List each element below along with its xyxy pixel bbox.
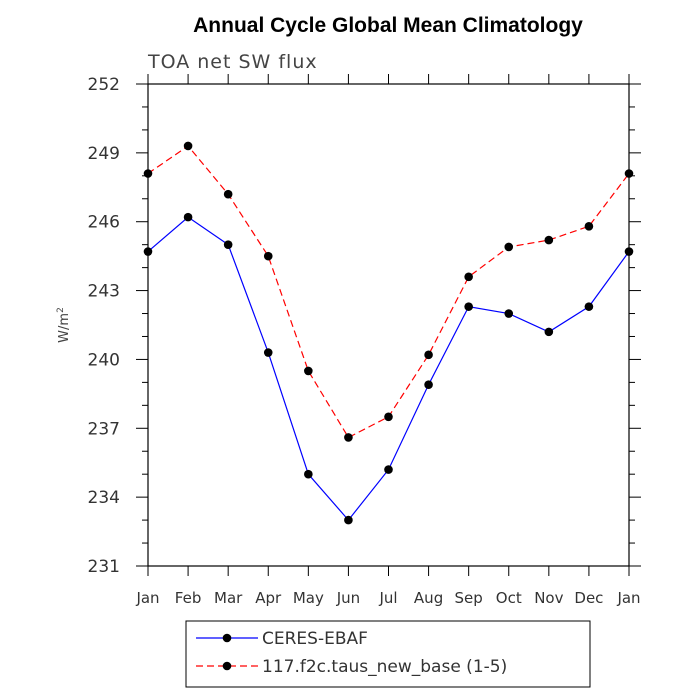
y-tick-label: 246 (88, 213, 120, 233)
data-point (344, 433, 353, 442)
data-point (544, 235, 554, 245)
data-point (624, 169, 634, 178)
data-point (624, 247, 634, 256)
x-tick-label: Feb (175, 589, 202, 607)
data-point (384, 412, 393, 422)
data-point (304, 469, 313, 479)
y-tick-label: 231 (88, 557, 120, 577)
data-point (183, 141, 193, 151)
data-point (304, 366, 313, 376)
x-tick-label: Aug (414, 589, 443, 607)
x-tick-label: Dec (574, 589, 603, 607)
x-tick-label: Jan (135, 589, 159, 607)
series-1 (143, 212, 634, 525)
y-tick-label: 234 (88, 488, 120, 508)
data-point (424, 350, 433, 360)
series-lines (143, 141, 634, 525)
x-tick-label: Mar (214, 589, 243, 607)
axes: 231 234 237 240 243 246 249 252 Jan Feb Mar Apr May J… (88, 74, 641, 607)
x-tick-label: Nov (534, 589, 563, 607)
legend: CERES-EBAF 117.f2c.taus_new_base (1-5) (185, 620, 591, 688)
data-point (584, 302, 594, 311)
x-tick-label: Apr (255, 589, 282, 607)
x-tick-label: May (293, 589, 324, 607)
data-point (384, 465, 393, 474)
plot-frame (147, 83, 630, 567)
data-point (344, 515, 353, 525)
data-point (584, 222, 594, 231)
data-point (424, 380, 433, 389)
data-point (183, 212, 193, 222)
series-line (147, 145, 630, 439)
y-tick-label: 249 (88, 144, 120, 164)
data-point (464, 302, 473, 311)
chart-subtitle: TOA net SW flux (147, 51, 318, 73)
series-line (147, 216, 630, 522)
legend-marker (222, 633, 232, 643)
x-tick-label: Sep (455, 589, 483, 607)
data-point (223, 240, 233, 249)
legend-label: CERES-EBAF (262, 629, 368, 649)
data-point (504, 242, 514, 252)
data-point (143, 169, 153, 178)
data-point (464, 272, 473, 282)
legend-label: 117.f2c.taus_new_base (1-5) (262, 657, 507, 677)
data-point (263, 251, 273, 261)
chart-title: Annual Cycle Global Mean Climatology (193, 14, 583, 37)
data-point (223, 189, 233, 199)
y-tick-label: 237 (88, 419, 120, 439)
series-2 (143, 141, 634, 442)
data-point (544, 327, 554, 337)
x-tick-label: Jan (616, 589, 640, 607)
legend-box (185, 620, 591, 688)
legend-marker (222, 661, 232, 671)
data-point (504, 309, 514, 318)
y-tick-label: 252 (88, 75, 120, 95)
x-tick-label: Jun (336, 589, 360, 607)
x-tick-label: Oct (496, 589, 522, 607)
data-point (143, 247, 153, 256)
y-tick-label: 240 (88, 350, 120, 370)
data-point (263, 348, 273, 357)
y-tick-label: 243 (88, 282, 120, 302)
y-axis-label: W/m2 (56, 307, 72, 343)
x-tick-label: Jul (378, 589, 397, 607)
